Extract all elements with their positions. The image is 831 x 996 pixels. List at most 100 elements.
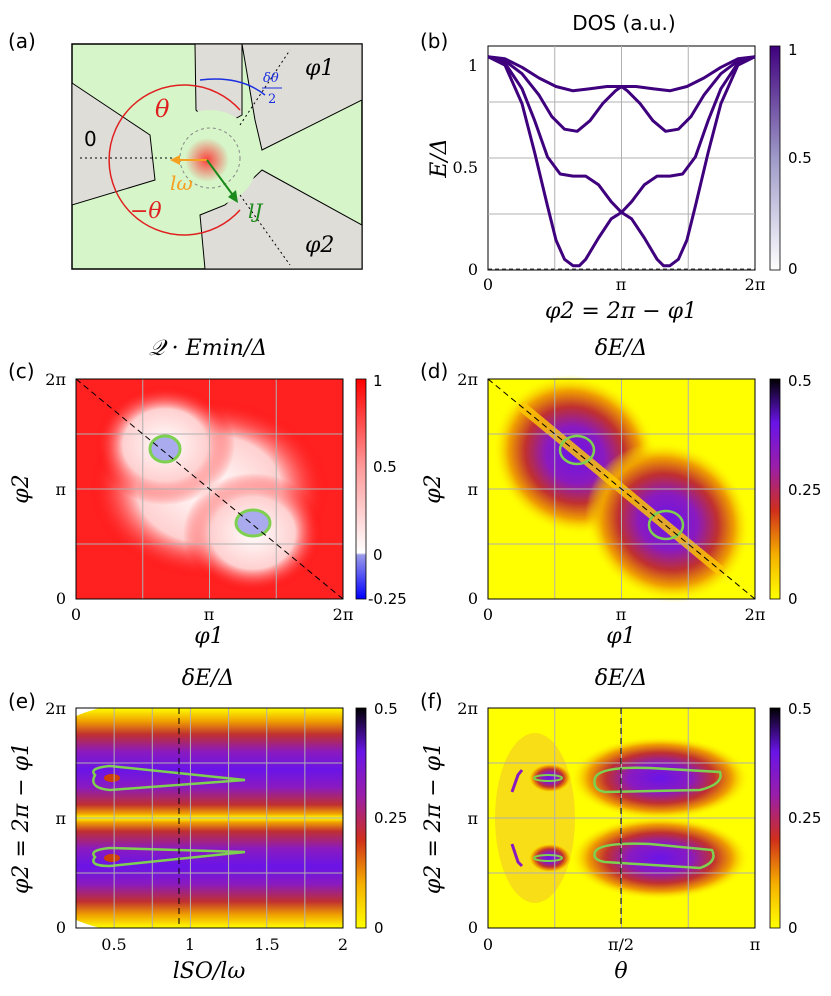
panel-c-label: (c): [8, 359, 35, 383]
panel-e-corner-top: [76, 708, 100, 716]
panel-b-title: DOS (a.u.): [572, 11, 675, 35]
panel-d-frame: [487, 378, 756, 600]
panel-e-ytick-0: 0: [56, 918, 66, 937]
panel-e-grid: [76, 708, 343, 928]
panel-c-cbar-tick-0: -0.25: [368, 590, 407, 608]
panel-e-hotspot-lower: [104, 854, 120, 862]
panel-f-artifact-upper: [510, 769, 524, 793]
phi2-label: φ2: [305, 233, 334, 258]
panel-f-ytick-2: 2π: [457, 699, 478, 718]
panel-f-artifact-lower: [510, 843, 524, 868]
panel-c-contour-lower: [234, 508, 272, 538]
panel-d-title: δE/Δ: [595, 336, 648, 361]
panel-d-cbar-tick-1: 0.25: [788, 481, 821, 499]
panel-a-label: (a): [8, 29, 36, 53]
panel-b-xtick-2: 2π: [745, 275, 766, 294]
panel-f-lower-small-lobe: [528, 843, 572, 873]
panel-e-ytick-1: π: [55, 809, 66, 828]
panel-e-cbar-tick-1: 0.25: [374, 809, 407, 827]
panel-b-ylabel: E/Δ: [427, 138, 452, 178]
panel-c-cbar-tick-2: 0.5: [373, 458, 397, 476]
panel-e-xlabel: lSO/lω: [173, 959, 246, 984]
panel-d-colorbar: [769, 378, 781, 600]
panel-f-title: δE/Δ: [595, 666, 648, 691]
panel-e-xtick-3: 2: [338, 935, 348, 954]
l-j-arrowhead: [228, 190, 238, 203]
panel-c-ytick-2: 2π: [45, 370, 66, 389]
panel-e: (e) δE/Δ 0.5 1 1.5 2 0 π 2π lSO/lω φ2 = …: [8, 666, 407, 984]
panel-e-xtick-1: 1: [185, 935, 195, 954]
panel-c-cbar-tick-1: 0: [373, 546, 383, 564]
panel-e-ylabel: φ2 = 2π − φ1: [9, 742, 34, 894]
panel-d-xtick-0: 0: [483, 605, 493, 624]
panel-f-contour-small-lower: [533, 854, 563, 862]
panel-e-cbar-tick-0: 0: [374, 919, 384, 937]
panel-d-cbar-tick-0: 0: [788, 590, 798, 608]
phi1-label: φ1: [305, 56, 334, 81]
panel-d-ytick-2: 2π: [457, 370, 478, 389]
panel-d-xtick-2: 2π: [745, 605, 766, 624]
panel-c-ylabel: φ2: [9, 474, 34, 503]
panel-c-contour-upper: [148, 434, 182, 464]
panel-e-corner-bottom: [76, 920, 100, 928]
panel-c-colorbar: [355, 378, 367, 600]
panel-f-contour-small-upper: [533, 774, 563, 782]
panel-f-cbar-tick-2: 0.5: [788, 700, 812, 718]
panel-b-cbar-tick-2: 1: [788, 41, 798, 59]
panel-d: (d) δE/Δ 0 π 2π 0 π 2π φ1 φ2 0 0.25 0.5: [420, 336, 821, 649]
panel-b-ytick-1: 0.5: [453, 158, 478, 177]
panel-d-xlabel: φ1: [606, 624, 635, 649]
panel-f-ylabel: φ2 = 2π − φ1: [421, 742, 446, 894]
panel-a: (a) θ −θ δθ 2 0 φ1 φ2 lω lJ: [8, 29, 363, 270]
delta-theta-den: 2: [268, 92, 276, 107]
panel-f-colorbar: [769, 707, 781, 929]
panel-c-xtick-0: 0: [71, 605, 81, 624]
panel-d-ytick-0: 0: [468, 589, 478, 608]
panel-c-xtick-1: π: [204, 605, 215, 624]
panel-f-lower-lobe: [570, 816, 750, 900]
panel-e-contour-lower: [92, 846, 246, 868]
delta-theta-num: δθ: [263, 71, 279, 86]
panel-e-contour-upper: [92, 764, 246, 792]
panel-b-xlabel: φ2 = 2π − φ1: [545, 299, 697, 324]
panel-f: (f) δE/Δ 0 π/2 π 0 π 2π θ φ2 = 2π − φ1 0…: [420, 666, 821, 984]
panel-f-upper-lobe: [570, 736, 750, 820]
panel-b-series: [487, 55, 756, 268]
panel-f-xlabel: θ: [614, 959, 627, 984]
panel-f-ytick-1: π: [467, 809, 478, 828]
panel-e-ytick-2: 2π: [45, 699, 66, 718]
panel-c-cbar-tick-3: 1: [373, 372, 383, 390]
theta-arc: [108, 84, 241, 236]
panel-d-contour-upper: [558, 434, 596, 466]
panel-d-ylabel: φ2: [421, 474, 446, 503]
zero-label: 0: [84, 127, 97, 151]
panel-b-cbar-tick-0: 0: [788, 260, 798, 278]
panel-e-label: (e): [8, 689, 36, 713]
panel-f-cbar-tick-1: 0.25: [788, 809, 821, 827]
panel-d-cbar-tick-2: 0.5: [788, 372, 812, 390]
panel-b-ytick-0: 0: [468, 260, 478, 279]
panel-e-cbar-tick-2: 0.5: [374, 700, 398, 718]
panel-d-contour-lower: [647, 509, 685, 541]
l-omega-label: lω: [170, 171, 193, 195]
panel-f-frame: [487, 707, 756, 929]
panel-f-xtick-0: 0: [483, 935, 493, 954]
panel-c-xlabel: φ1: [194, 624, 223, 649]
panel-b-ytick-2: 1: [468, 56, 478, 75]
panel-b-xtick-0: 0: [483, 275, 493, 294]
panel-e-xtick-0: 0.5: [101, 935, 126, 954]
panel-c-xtick-2: 2π: [333, 605, 354, 624]
panel-c-frame: [75, 378, 344, 600]
panel-f-xtick-1: π/2: [608, 935, 634, 954]
panel-f-contour-upper: [593, 766, 722, 794]
panel-f-ytick-0: 0: [468, 918, 478, 937]
panel-f-label: (f): [420, 689, 443, 713]
panel-b-label: (b): [420, 29, 448, 53]
l-omega-arrowhead: [170, 155, 180, 165]
theta-label: θ: [155, 95, 170, 123]
panel-c-ytick-0: 0: [56, 589, 66, 608]
panel-e-colorbar: [355, 707, 367, 929]
panel-b: (b) DOS (a.u.) 0 π 2π 0 0.5 1 φ2 = 2π − …: [420, 11, 812, 324]
panel-e-hotspot-upper: [104, 774, 120, 782]
